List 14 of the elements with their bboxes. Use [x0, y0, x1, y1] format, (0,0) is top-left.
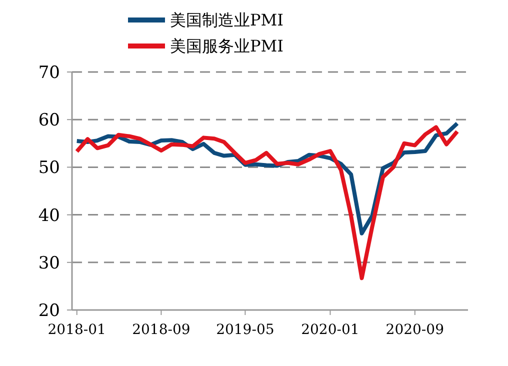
y-tick-label: 30 — [38, 253, 60, 274]
y-tick-label: 50 — [38, 158, 60, 178]
x-tick-label: 2019-05 — [216, 322, 274, 338]
x-tick-label: 2020-09 — [386, 322, 444, 338]
x-tick-label: 2018-01 — [48, 322, 106, 338]
line-series — [74, 125, 460, 280]
legend-label: 美国服务业PMI — [170, 36, 284, 56]
x-tick-label: 2020-01 — [301, 322, 360, 338]
y-tick-label: 60 — [38, 110, 60, 131]
x-tick-label: 2018-09 — [132, 322, 190, 338]
legend-label: 美国制造业PMI — [170, 10, 284, 30]
y-tick-label: 40 — [38, 206, 60, 226]
y-tick-label: 70 — [38, 62, 60, 83]
y-tick-label: 20 — [38, 300, 60, 321]
